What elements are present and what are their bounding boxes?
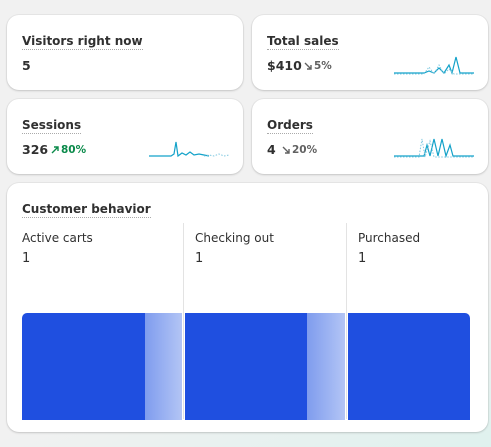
funnel-bar [348, 313, 470, 420]
metric-label[interactable]: Orders [267, 118, 313, 134]
metric-card[interactable]: Sessions 326 80% [7, 99, 243, 174]
metric-label[interactable]: Total sales [267, 34, 339, 50]
stage-value: 1 [358, 251, 367, 266]
down-arrow [304, 62, 312, 70]
change-text: 20% [292, 144, 318, 156]
stage-value: 1 [195, 251, 204, 266]
metric-card[interactable]: Orders 4 20% [252, 99, 488, 174]
metric-change: 80% [51, 144, 86, 156]
funnel-dropoff [307, 313, 345, 420]
funnel-bar [22, 313, 145, 420]
change-text: 80% [61, 144, 87, 156]
metric-value: 4 [267, 142, 276, 157]
metric-card[interactable]: Visitors right now 5 [7, 15, 243, 90]
stage-label: Active carts [22, 231, 93, 245]
metric-value: 5 [22, 58, 31, 73]
divider [346, 223, 347, 419]
sparkline [394, 138, 474, 159]
metric-change: 5% [304, 60, 332, 72]
stage-value: 1 [22, 251, 31, 266]
up-arrow [51, 146, 59, 154]
metric-label[interactable]: Sessions [22, 118, 82, 134]
divider [183, 223, 184, 419]
down-arrow [282, 146, 290, 154]
metric-card[interactable]: Total sales $410 5% [252, 15, 488, 90]
stage-label: Checking out [195, 231, 274, 245]
metric-label[interactable]: Visitors right now [22, 34, 143, 50]
funnel-dropoff [145, 313, 182, 420]
metric-value: $410 [267, 58, 302, 73]
sparkline [149, 141, 229, 158]
sparkline [394, 56, 474, 75]
section-title[interactable]: Customer behavior [22, 202, 151, 218]
metric-change: 20% [282, 144, 317, 156]
metric-value: 326 [22, 142, 49, 157]
customer-behavior-card: Customer behavior Active carts 1 Checkin… [7, 183, 488, 432]
stage-label: Purchased [358, 231, 421, 245]
funnel-bar [185, 313, 307, 420]
change-text: 5% [314, 60, 332, 72]
